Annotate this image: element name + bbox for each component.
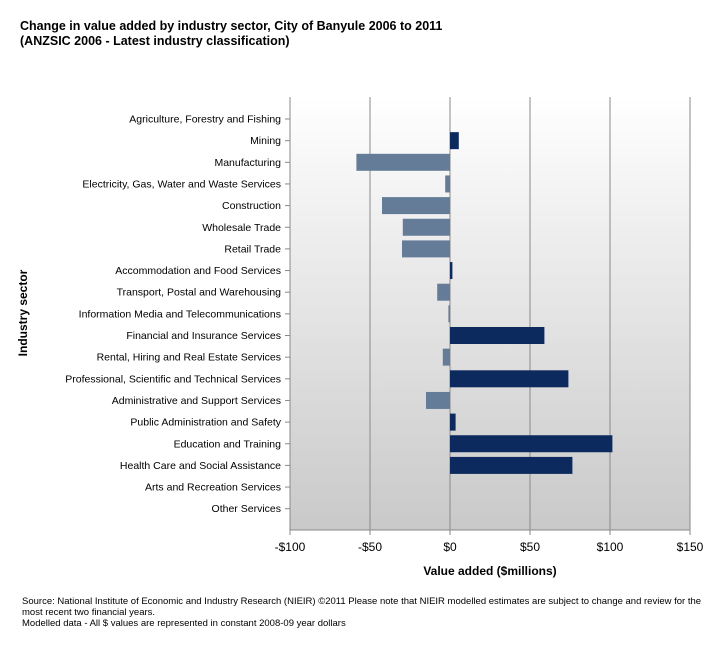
- bar: [402, 240, 450, 258]
- chart-title-line2: (ANZSIC 2006 - Latest industry classific…: [20, 34, 290, 48]
- y-tick-label: Manufacturing: [214, 157, 281, 169]
- y-tick-label: Accommodation and Food Services: [115, 265, 281, 277]
- bar: [356, 153, 450, 171]
- x-axis-title: Value added ($millions): [423, 564, 556, 578]
- bar: [442, 348, 450, 366]
- y-tick-label: Wholesale Trade: [202, 222, 281, 234]
- source-note: Source: National Institute of Economic a…: [22, 596, 702, 618]
- y-tick-label: Mining: [250, 135, 281, 147]
- x-tick-label: $100: [597, 540, 624, 554]
- bar: [450, 327, 545, 344]
- y-tick-label: Transport, Postal and Warehousing: [117, 287, 282, 299]
- y-tick-label: Health Care and Social Assistance: [120, 460, 281, 472]
- bar: [450, 262, 453, 280]
- y-tick-label: Agriculture, Forestry and Fishing: [129, 114, 281, 126]
- y-tick-label: Education and Training: [174, 438, 282, 450]
- bar: [450, 132, 459, 150]
- x-tick-label: $0: [443, 540, 457, 554]
- bar: [450, 435, 613, 453]
- y-tick-label: Information Media and Telecommunications: [79, 308, 281, 320]
- x-tick-label: -$100: [275, 540, 306, 554]
- bar: [402, 218, 450, 236]
- x-tick-label: $50: [520, 540, 540, 554]
- y-tick-label: Retail Trade: [224, 243, 281, 255]
- x-tick-label: -$50: [358, 540, 382, 554]
- bar: [450, 413, 456, 431]
- bar: [426, 391, 450, 409]
- bar: [437, 283, 450, 301]
- bar: [382, 197, 450, 215]
- bar: [448, 305, 450, 323]
- modelled-data-note: Modelled data - All $ values are represe…: [22, 618, 346, 629]
- bar-chart: -$100 -$50 $0 $50 $100 $150 Agriculture, Fores…: [16, 97, 704, 578]
- bar: [450, 370, 569, 388]
- y-tick-label: Financial and Insurance Services: [126, 330, 281, 342]
- y-tick-label: Other Services: [212, 503, 281, 515]
- y-tick-label: Public Administration and Safety: [130, 417, 281, 429]
- bar: [450, 456, 573, 474]
- y-tick-label: Arts and Recreation Services: [145, 482, 281, 494]
- x-tick-label: $150: [677, 540, 704, 554]
- y-tick-label: Electricity, Gas, Water and Waste Servic…: [82, 178, 281, 190]
- bar: [445, 175, 450, 193]
- y-axis-title: Industry sector: [16, 269, 30, 356]
- y-tick-label: Professional, Scientific and Technical S…: [65, 373, 281, 385]
- y-tick-label: Rental, Hiring and Real Estate Services: [97, 352, 281, 364]
- chart-title-line1: Change in value added by industry sector…: [20, 19, 443, 33]
- chart-title: Change in value added by industry sector…: [20, 19, 442, 49]
- y-tick-label: Construction: [222, 200, 281, 212]
- chart-footer: Source: National Institute of Economic a…: [22, 596, 702, 629]
- y-tick-label: Administrative and Support Services: [112, 395, 281, 407]
